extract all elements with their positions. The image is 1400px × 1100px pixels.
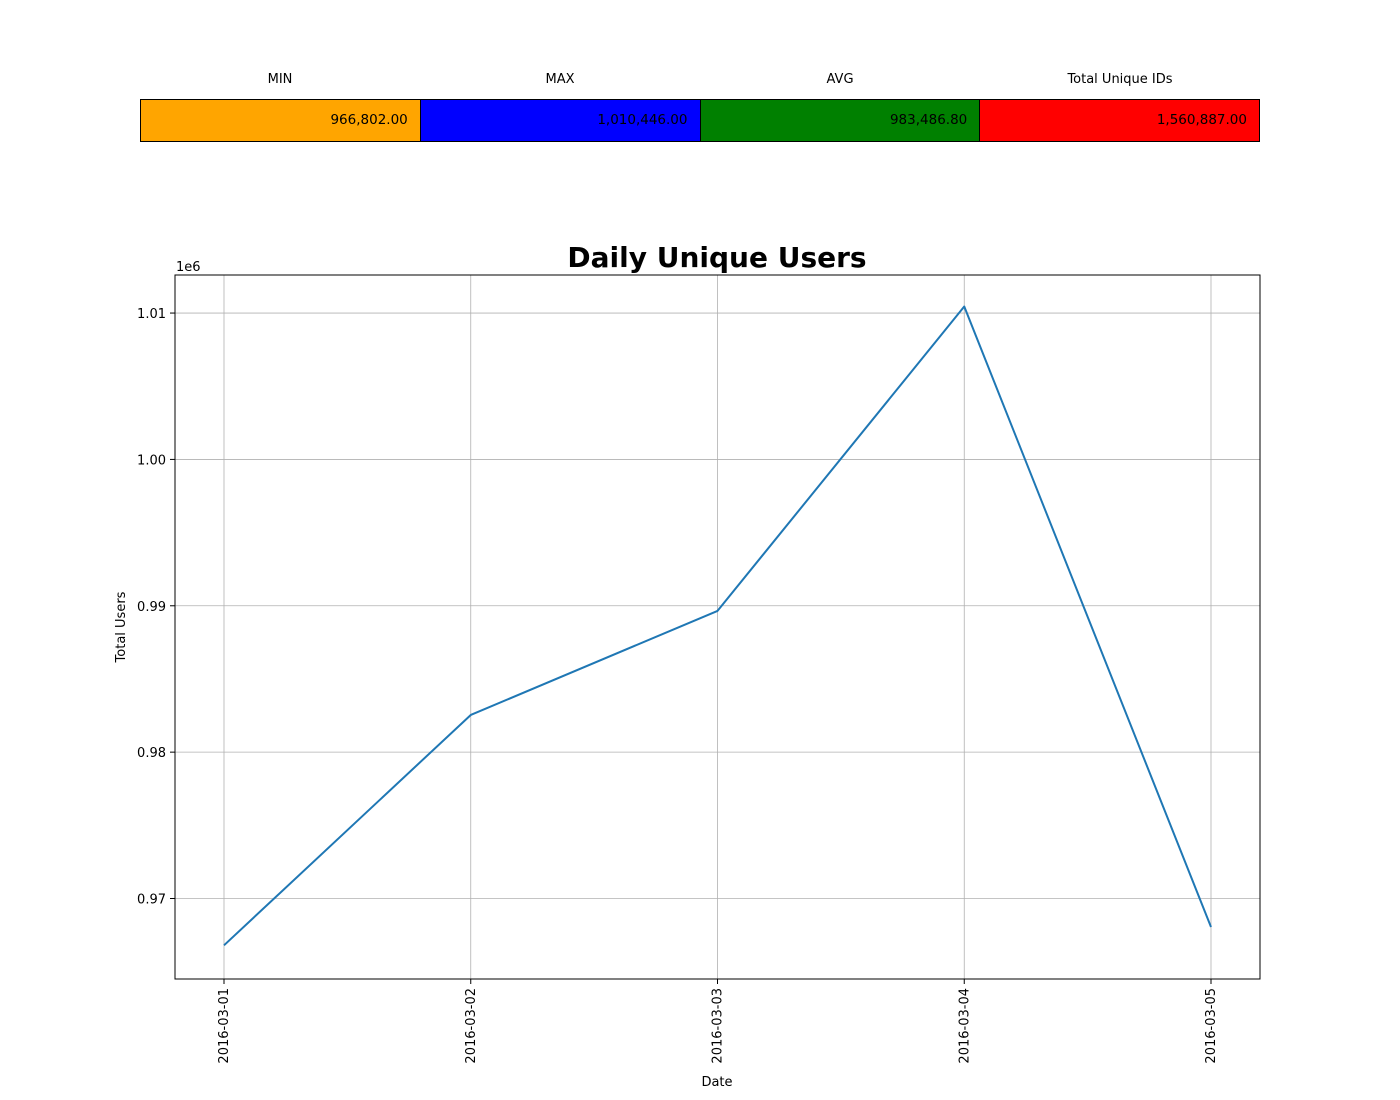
y-axis: 0.97 0.98 0.99 1.00 1.01 <box>137 307 175 908</box>
y-tick-label: 0.97 <box>137 893 166 908</box>
x-tick-label: 2016-03-04 <box>957 988 972 1064</box>
stats-header-min: MIN <box>267 72 293 87</box>
x-tick-label: 2016-03-01 <box>217 988 232 1064</box>
stats-value-max: 1,010,446.00 <box>419 99 701 142</box>
series-layer <box>223 305 1212 947</box>
x-tick-label: 2016-03-03 <box>711 988 726 1064</box>
stats-header-avg: AVG <box>826 72 854 87</box>
x-axis: 2016-03-01 2016-03-02 2016-03-03 2016-03-04… <box>217 979 1219 1064</box>
stats-header-row: MIN MAX AVG Total Unique IDs <box>140 66 1260 99</box>
stats-value-avg: 983,486.80 <box>699 99 981 142</box>
chart-title: Daily Unique Users <box>567 241 866 274</box>
stats-header-total-unique-ids: Total Unique IDs <box>1067 72 1173 87</box>
y-tick-label: 0.99 <box>137 600 166 615</box>
y-tick-label: 1.01 <box>137 307 166 322</box>
stats-value-row: 966,802.00 1,010,446.00 983,486.80 1,560… <box>140 99 1260 142</box>
y-tick-label: 1.00 <box>137 453 166 468</box>
stats-header-max: MAX <box>545 72 575 87</box>
series-line <box>223 305 1212 947</box>
x-tick-label: 2016-03-05 <box>1204 988 1219 1064</box>
y-tick-label: 0.98 <box>137 746 166 761</box>
stats-value-min: 966,802.00 <box>140 99 421 142</box>
grid-lines <box>175 275 1260 979</box>
y-offset-label: 1e6 <box>176 260 201 275</box>
y-axis-label: Total Users <box>114 591 129 663</box>
x-axis-label: Date <box>701 1075 732 1090</box>
stats-value-total-unique-ids: 1,560,887.00 <box>979 99 1260 142</box>
x-tick-label: 2016-03-02 <box>464 988 479 1064</box>
stats-table: MIN MAX AVG Total Unique IDs 966,802.00 … <box>140 66 1260 142</box>
